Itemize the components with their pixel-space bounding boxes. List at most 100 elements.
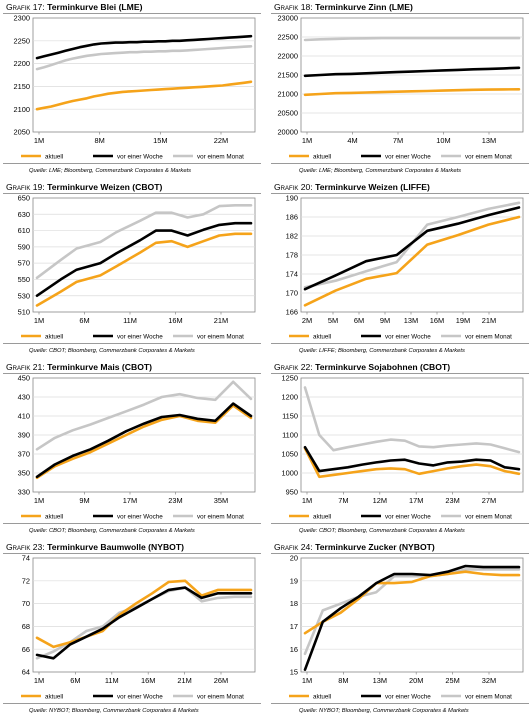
- series-line-aktuell: [35, 232, 253, 307]
- divider: [271, 523, 529, 524]
- y-tick-label: 390: [18, 431, 30, 440]
- x-tick-label: 8M: [338, 676, 348, 685]
- x-tick-label: 7M: [338, 496, 348, 505]
- chart-number: Grafik 21:: [6, 362, 45, 372]
- x-tick-label: 1M: [302, 676, 312, 685]
- divider: [3, 163, 261, 164]
- series-line-vor-einem-monat: [35, 380, 253, 451]
- series-line-aktuell: [35, 80, 253, 111]
- y-tick-label: 410: [18, 412, 30, 421]
- x-tick-label: 11M: [123, 316, 137, 325]
- legend-label: vor einem Monat: [465, 693, 512, 700]
- x-tick-label: 15M: [153, 136, 167, 145]
- legend-label: vor einer Woche: [385, 513, 431, 520]
- divider: [271, 373, 529, 374]
- legend-label: vor einer Woche: [385, 333, 431, 340]
- x-tick-label: 1M: [302, 496, 312, 505]
- y-tick-label: 2050: [14, 128, 30, 137]
- y-tick-label: 610: [18, 226, 30, 235]
- y-tick-label: 2200: [14, 59, 30, 68]
- legend-label: vor einer Woche: [117, 513, 163, 520]
- chart-panel: Grafik 17: Terminkurve Blei (LME) 2050 210…: [3, 0, 261, 178]
- x-tick-label: 21M: [177, 676, 191, 685]
- y-tick-label: 64: [22, 668, 30, 677]
- x-tick-label: 16M: [430, 316, 444, 325]
- series-line-vor-einer-woche: [35, 221, 253, 297]
- y-tick-label: 17: [290, 622, 298, 631]
- y-tick-label: 650: [18, 194, 30, 203]
- legend-label: vor einem Monat: [197, 693, 244, 700]
- x-tick-label: 1M: [34, 496, 44, 505]
- x-tick-label: 20M: [409, 676, 423, 685]
- x-tick-label: 19M: [456, 316, 470, 325]
- y-tick-label: 590: [18, 242, 30, 251]
- legend-label: vor einer Woche: [385, 153, 431, 160]
- y-tick-label: 1000: [282, 469, 298, 478]
- y-tick-label: 510: [18, 308, 30, 317]
- chart-panel: Grafik 18: Terminkurve Zinn (LME) 20000 20…: [271, 0, 529, 178]
- chart-number: Grafik 18:: [274, 2, 313, 12]
- line-chart: 2050 2100 2150 2200 2250 2300 1M 8M 15M 22M aktuel…: [14, 14, 256, 160]
- y-tick-label: 350: [18, 469, 30, 478]
- legend-label: vor einem Monat: [465, 153, 512, 160]
- y-tick-label: 22000: [277, 52, 298, 61]
- line-chart: 15 16 17 18 19 20 1M 8M 13M 20M 25M 32M aktuell vor e…: [289, 554, 524, 700]
- legend-label: vor einem Monat: [465, 333, 512, 340]
- line-chart: 64 66 68 70 72 74 1M 6M 11M 16M 21M 26M aktuell vor e…: [21, 554, 256, 700]
- line-chart: 510 530 550 570 590 610 630 650 1M 6M 11M 16M 21M akt…: [18, 194, 256, 340]
- y-tick-label: 190: [286, 194, 298, 203]
- y-tick-label: 20500: [277, 109, 298, 118]
- y-tick-label: 182: [286, 232, 298, 241]
- x-tick-label: 6M: [70, 676, 80, 685]
- y-tick-label: 1200: [282, 393, 298, 402]
- y-tick-label: 74: [22, 554, 30, 563]
- x-tick-label: 16M: [141, 676, 155, 685]
- line-chart: 166 170 174 178 182 186 190 2M 5M 6M 9M 13M 16M 19M 21…: [286, 194, 524, 340]
- y-tick-label: 19: [290, 576, 298, 585]
- divider: [3, 523, 261, 524]
- x-tick-label: 1M: [34, 316, 44, 325]
- x-tick-label: 35M: [214, 496, 228, 505]
- chart-panel: Grafik 24: Terminkurve Zucker (NYBOT) 15 1…: [271, 540, 529, 718]
- x-tick-label: 12M: [373, 496, 387, 505]
- chart-title: Grafik 19: Terminkurve Weizen (CBOT): [6, 182, 162, 192]
- line-chart: 20000 20500 21000 21500 22000 22500 23000 1M 4M 7…: [277, 14, 524, 160]
- series-line-vor-einer-woche: [303, 445, 521, 473]
- x-tick-label: 23M: [445, 496, 459, 505]
- source-note: Quelle: NYBOT; Bloomberg, Commerzbank Co…: [299, 708, 469, 714]
- chart-name: Terminkurve Zucker (NYBOT): [312, 542, 435, 552]
- divider: [3, 373, 261, 374]
- y-tick-label: 550: [18, 275, 30, 284]
- chart-name: Terminkurve Zinn (LME): [312, 2, 413, 12]
- y-tick-label: 20: [290, 554, 298, 563]
- legend-label: vor einem Monat: [197, 513, 244, 520]
- y-tick-label: 15: [290, 668, 298, 677]
- x-tick-label: 10M: [436, 136, 450, 145]
- chart-number: Grafik 17:: [6, 2, 45, 12]
- y-tick-label: 330: [18, 488, 30, 497]
- x-tick-label: 1M: [302, 136, 312, 145]
- series-line-vor-einem-monat: [35, 44, 253, 71]
- legend-label: aktuell: [45, 333, 63, 340]
- source-note: Quelle: LIFFE; Bloomberg, Commerzbank Co…: [299, 348, 465, 354]
- x-tick-label: 1M: [34, 136, 44, 145]
- chart-name: Terminkurve Blei (LME): [44, 2, 143, 12]
- x-tick-label: 25M: [445, 676, 459, 685]
- source-note: Quelle: NYBOT; Bloomberg, Commerzbank Co…: [29, 708, 199, 714]
- divider: [271, 193, 529, 194]
- legend-label: vor einer Woche: [117, 153, 163, 160]
- y-tick-label: 530: [18, 291, 30, 300]
- legend-label: vor einem Monat: [197, 333, 244, 340]
- x-tick-label: 17M: [123, 496, 137, 505]
- x-tick-label: 1M: [34, 676, 44, 685]
- line-chart: 330 350 370 390 410 430 450 1M 9M 17M 23M 35M aktuel…: [18, 374, 256, 520]
- legend-label: aktuell: [313, 513, 331, 520]
- series-line-vor-einem-monat: [303, 386, 521, 454]
- x-tick-label: 5M: [328, 316, 338, 325]
- x-tick-label: 27M: [482, 496, 496, 505]
- legend-label: vor einer Woche: [385, 693, 431, 700]
- series-line-vor-einem-monat: [303, 36, 521, 42]
- legend-label: aktuell: [313, 333, 331, 340]
- x-tick-label: 6M: [79, 316, 89, 325]
- legend-label: aktuell: [45, 513, 63, 520]
